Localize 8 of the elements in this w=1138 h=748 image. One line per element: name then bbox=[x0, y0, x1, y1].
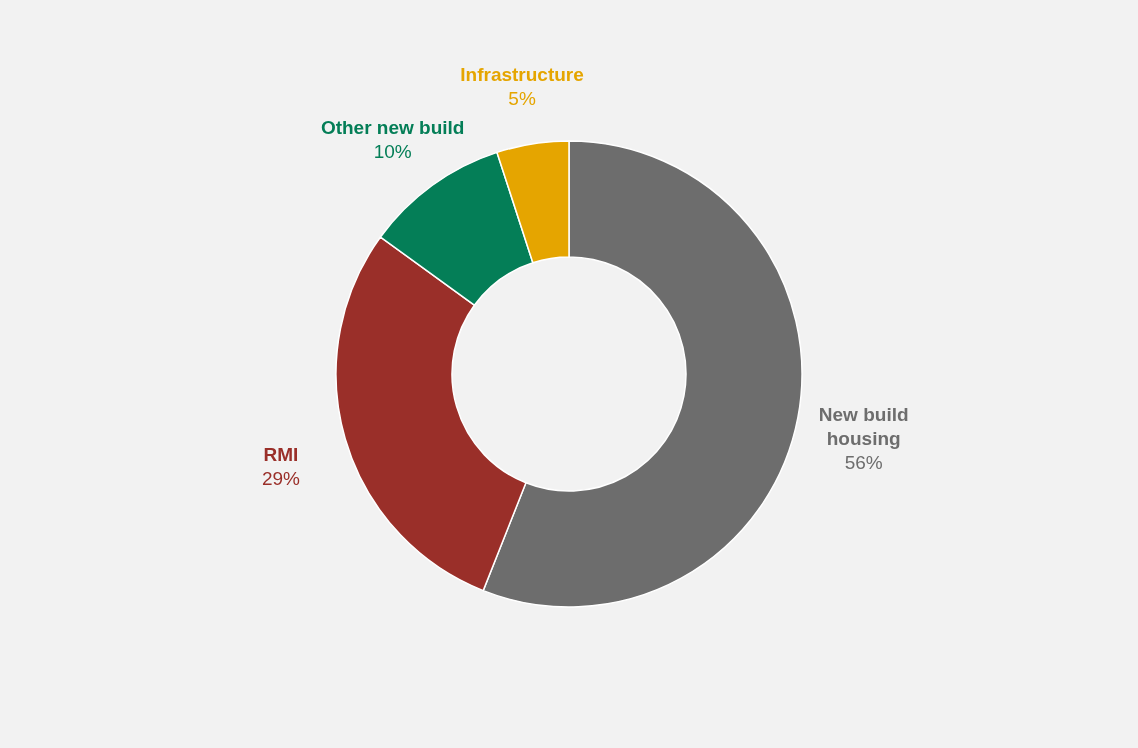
data-label: 29% bbox=[261, 467, 301, 489]
slice-label: Infrastructure bbox=[460, 63, 584, 85]
data-label: 5% bbox=[508, 87, 536, 109]
slice-label: RMI bbox=[263, 443, 299, 465]
slice-label: Other new build bbox=[320, 117, 465, 139]
data-label: 10% bbox=[373, 141, 412, 163]
slice-label: New build housing bbox=[818, 404, 909, 450]
data-label: 56% bbox=[844, 452, 883, 474]
